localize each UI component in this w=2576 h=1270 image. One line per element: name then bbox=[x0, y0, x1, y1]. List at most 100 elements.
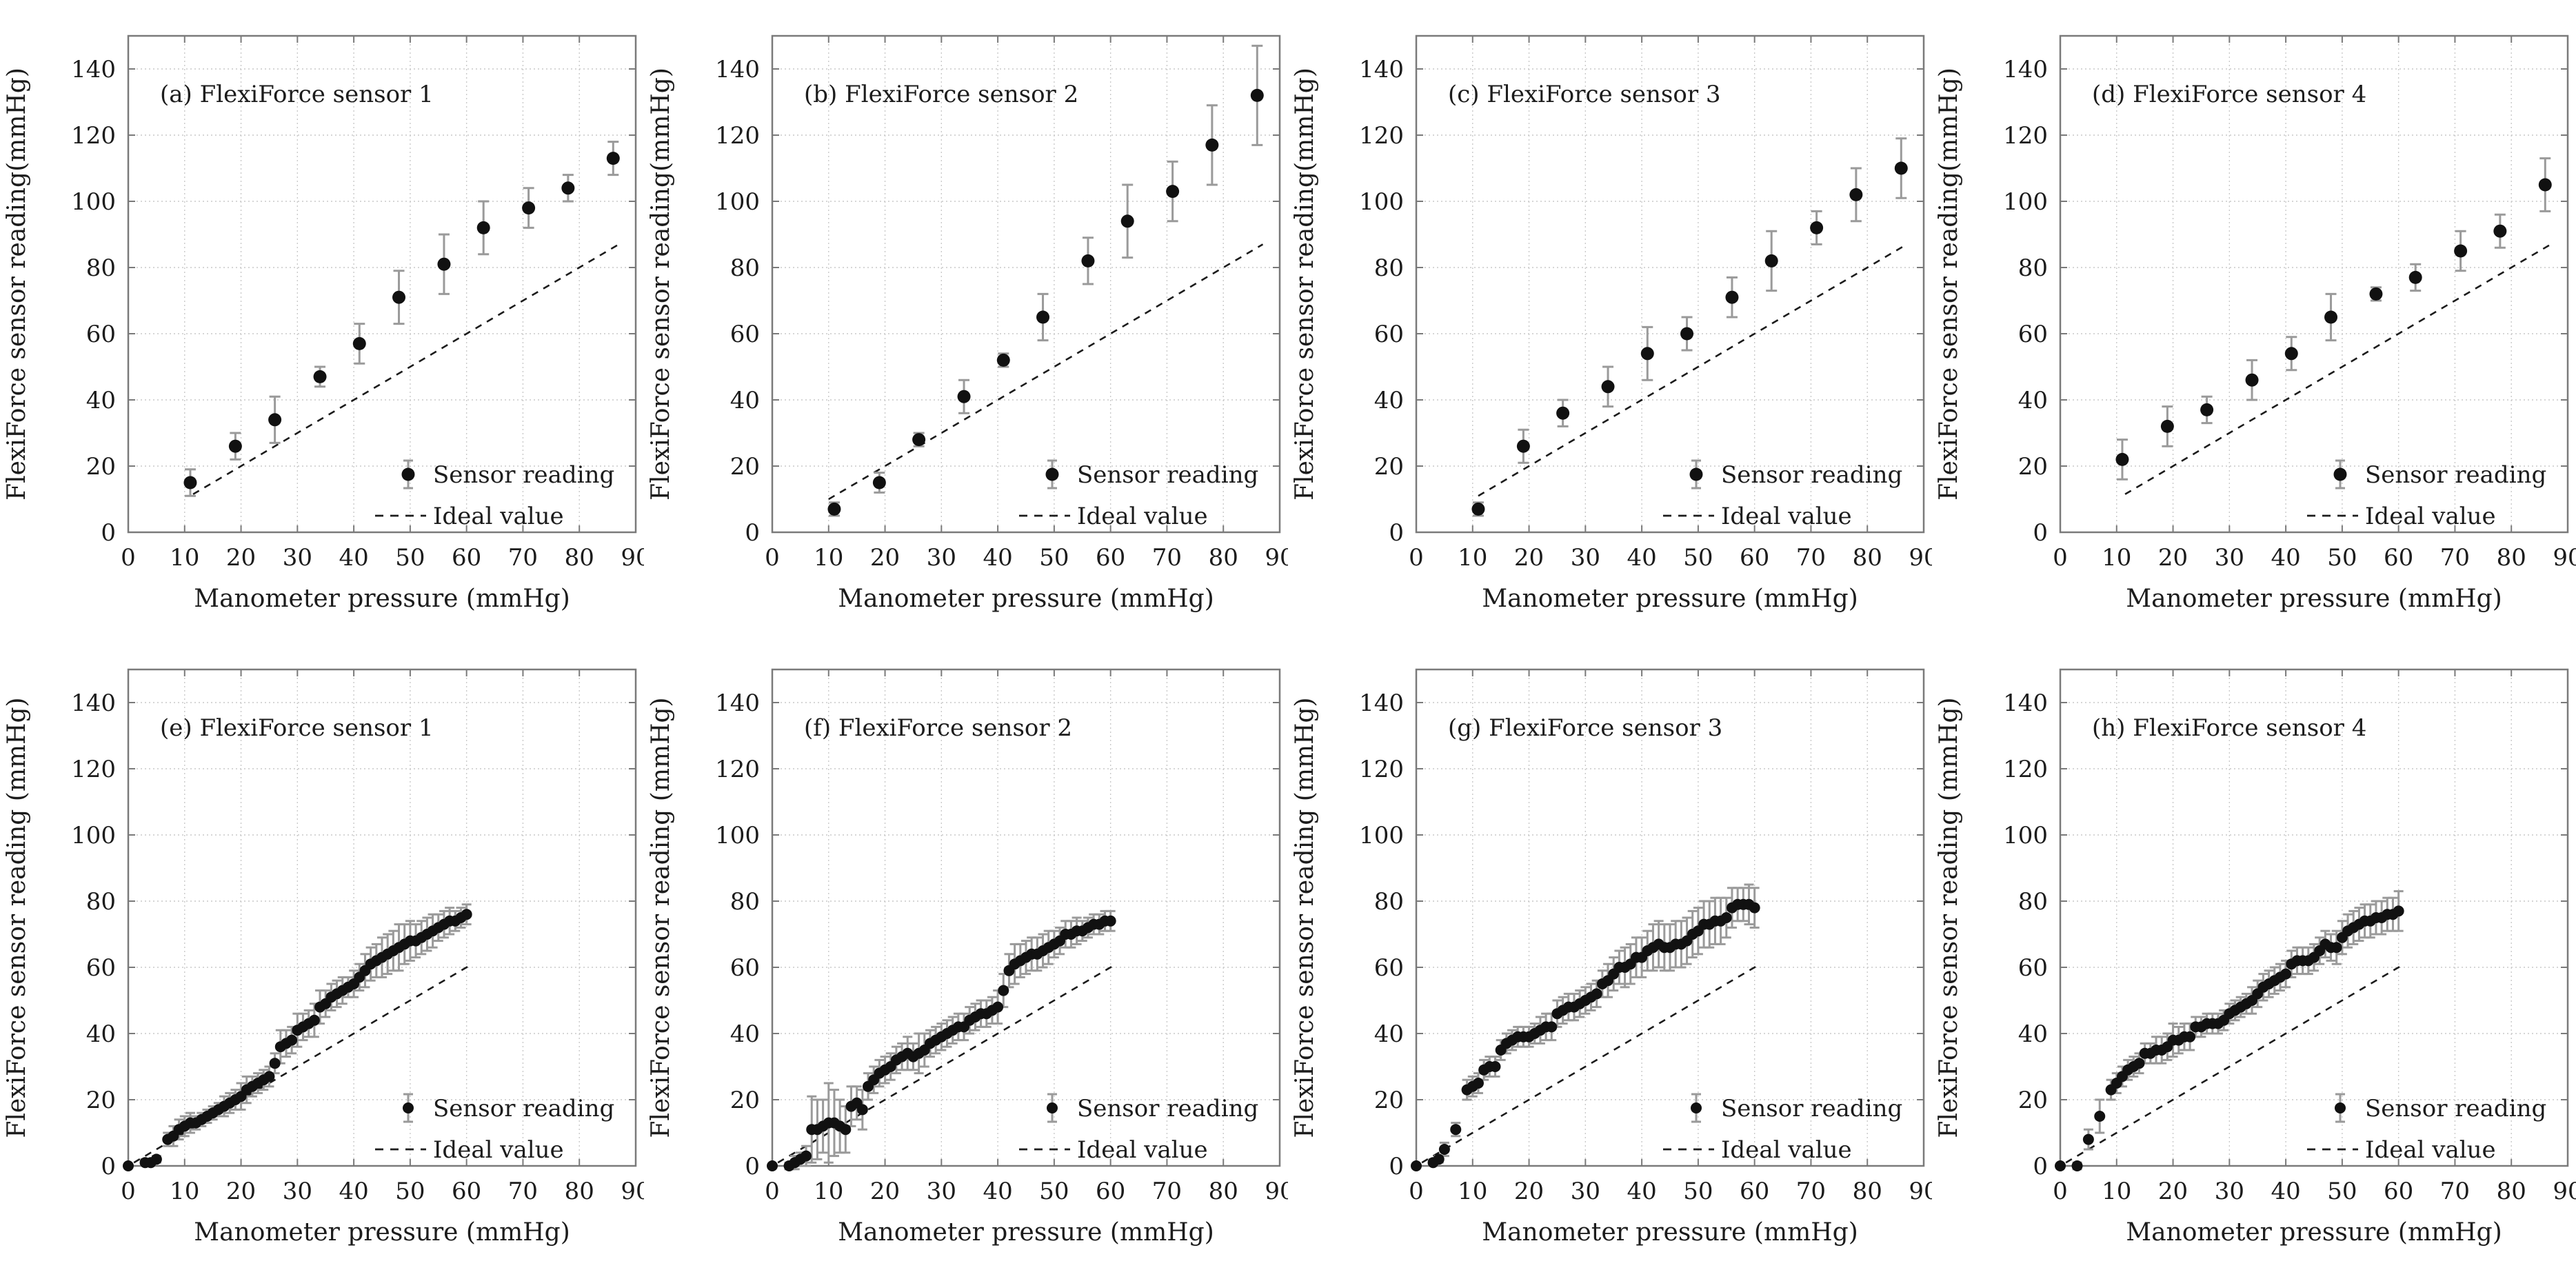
y-tick-labels: 0 20 40 60 80 100 120 140 bbox=[1359, 56, 1404, 547]
legend-ideal-label: Ideal value bbox=[2365, 1136, 2496, 1164]
tick-marks bbox=[128, 36, 636, 533]
svg-text:20: 20 bbox=[1514, 544, 1544, 572]
svg-text:140: 140 bbox=[2003, 689, 2048, 717]
x-axis-label: Manometer pressure (mmHg) bbox=[194, 1218, 570, 1247]
legend-ideal-label: Ideal value bbox=[2365, 503, 2496, 530]
svg-text:0: 0 bbox=[2033, 519, 2048, 547]
y-axis-label: FlexiForce sensor reading (mmHg) bbox=[1291, 697, 1319, 1138]
svg-text:10: 10 bbox=[814, 544, 843, 572]
legend: Sensor reading Ideal value bbox=[1019, 1093, 1258, 1164]
subplot-f: (f) FlexiForce sensor 2 0 10 20 30 40 50 60 70 80… bbox=[644, 634, 1295, 1267]
svg-text:120: 120 bbox=[2003, 122, 2048, 150]
axes-box bbox=[1415, 668, 1925, 1167]
x-tick-labels: 0 10 20 30 40 50 60 70 80 90 bbox=[765, 1178, 1294, 1205]
svg-text:40: 40 bbox=[1374, 387, 1404, 414]
tick-marks bbox=[1416, 669, 1924, 1167]
subplot-c-title: (c) FlexiForce sensor 3 bbox=[1448, 81, 1721, 108]
subplot-e: (e) FlexiForce sensor 1 0 10 20 30 40 50 60 70 80… bbox=[0, 634, 651, 1267]
x-axis-label: Manometer pressure (mmHg) bbox=[838, 585, 1214, 613]
svg-text:120: 120 bbox=[1359, 756, 1404, 783]
svg-text:20: 20 bbox=[86, 1087, 116, 1114]
legend: Sensor reading Ideal value bbox=[375, 459, 614, 530]
subplot-h-svg: (h) FlexiForce sensor 4 0 10 20 30 40 50 60 70 80… bbox=[1935, 668, 2576, 1247]
svg-text:50: 50 bbox=[1683, 1178, 1713, 1205]
error-bars bbox=[184, 141, 619, 497]
svg-text:90: 90 bbox=[621, 1178, 644, 1205]
svg-text:140: 140 bbox=[715, 689, 760, 717]
svg-text:20: 20 bbox=[2018, 1087, 2048, 1114]
axes-box bbox=[771, 668, 1281, 1167]
axes-box bbox=[127, 668, 637, 1167]
legend-sensor-marker bbox=[2335, 1102, 2346, 1113]
svg-text:20: 20 bbox=[1374, 1087, 1404, 1114]
y-axis-label: FlexiForce sensor reading (mmHg) bbox=[3, 697, 31, 1138]
svg-text:120: 120 bbox=[715, 756, 760, 783]
tick-marks bbox=[772, 36, 1280, 533]
svg-text:80: 80 bbox=[1209, 544, 1238, 572]
grid-lines bbox=[128, 36, 636, 532]
subplot-b: (b) FlexiForce sensor 2 0 10 20 30 40 50 60 70 80… bbox=[644, 0, 1295, 634]
svg-text:0: 0 bbox=[101, 1153, 116, 1180]
y-tick-labels: 0 20 40 60 80 100 120 140 bbox=[71, 689, 116, 1180]
svg-text:40: 40 bbox=[339, 1178, 368, 1205]
svg-text:80: 80 bbox=[2497, 1178, 2526, 1205]
legend-ideal-label: Ideal value bbox=[1721, 503, 1852, 530]
svg-text:60: 60 bbox=[452, 544, 481, 572]
svg-text:40: 40 bbox=[2018, 387, 2048, 414]
legend-ideal-label: Ideal value bbox=[433, 1136, 564, 1164]
ideal-value-line bbox=[1478, 243, 1908, 497]
sensor-reading-points bbox=[827, 88, 1264, 516]
sensor-reading-points bbox=[123, 909, 472, 1171]
legend-ideal-label: Ideal value bbox=[1077, 503, 1208, 530]
sensor-reading-points bbox=[767, 915, 1116, 1171]
svg-text:70: 70 bbox=[1152, 1178, 1182, 1205]
svg-text:140: 140 bbox=[1359, 689, 1404, 717]
svg-text:60: 60 bbox=[2384, 544, 2413, 572]
svg-text:120: 120 bbox=[1359, 122, 1404, 150]
sensor-reading-points bbox=[2115, 178, 2552, 466]
svg-text:60: 60 bbox=[1096, 1178, 1125, 1205]
svg-text:100: 100 bbox=[1359, 188, 1404, 216]
svg-text:140: 140 bbox=[71, 56, 116, 83]
svg-text:90: 90 bbox=[1909, 544, 1932, 572]
svg-text:80: 80 bbox=[565, 1178, 594, 1205]
svg-text:40: 40 bbox=[86, 1020, 116, 1048]
svg-text:90: 90 bbox=[1265, 544, 1288, 572]
svg-text:100: 100 bbox=[715, 188, 760, 216]
tick-marks bbox=[1416, 36, 1924, 533]
svg-text:60: 60 bbox=[730, 321, 760, 348]
svg-text:50: 50 bbox=[1683, 544, 1713, 572]
svg-text:30: 30 bbox=[283, 1178, 312, 1205]
svg-text:30: 30 bbox=[927, 544, 956, 572]
svg-text:40: 40 bbox=[339, 544, 368, 572]
svg-text:50: 50 bbox=[395, 544, 425, 572]
tick-marks bbox=[2060, 36, 2568, 533]
svg-text:20: 20 bbox=[1514, 1178, 1544, 1205]
legend-sensor-marker bbox=[1689, 467, 1703, 481]
svg-text:120: 120 bbox=[71, 122, 116, 150]
svg-text:30: 30 bbox=[2215, 544, 2244, 572]
y-tick-labels: 0 20 40 60 80 100 120 140 bbox=[715, 56, 760, 547]
svg-text:20: 20 bbox=[870, 544, 900, 572]
legend-sensor-label: Sensor reading bbox=[433, 461, 614, 489]
svg-text:0: 0 bbox=[765, 544, 780, 572]
svg-text:30: 30 bbox=[927, 1178, 956, 1205]
svg-text:20: 20 bbox=[870, 1178, 900, 1205]
legend-sensor-marker bbox=[1047, 1102, 1058, 1113]
svg-text:90: 90 bbox=[1265, 1178, 1288, 1205]
svg-text:80: 80 bbox=[730, 254, 760, 282]
svg-text:60: 60 bbox=[452, 1178, 481, 1205]
subplot-d: (d) FlexiForce sensor 4 0 10 20 30 40 50 60 70 80… bbox=[1932, 0, 2576, 634]
subplot-c-svg: (c) FlexiForce sensor 3 0 10 20 30 40 50 60 70 80… bbox=[1291, 34, 1939, 613]
svg-text:0: 0 bbox=[745, 1153, 760, 1180]
svg-text:60: 60 bbox=[86, 954, 116, 982]
svg-text:70: 70 bbox=[1796, 1178, 1826, 1205]
y-tick-labels: 0 20 40 60 80 100 120 140 bbox=[2003, 56, 2048, 547]
svg-text:100: 100 bbox=[2003, 188, 2048, 216]
legend: Sensor reading Ideal value bbox=[2307, 459, 2546, 530]
ideal-value-line bbox=[2124, 243, 2552, 495]
x-axis-label: Manometer pressure (mmHg) bbox=[838, 1218, 1214, 1247]
legend: Sensor reading Ideal value bbox=[2307, 1093, 2546, 1164]
subplot-a: (a) FlexiForce sensor 1 0 10 20 30 40 50 60 70 80… bbox=[0, 0, 651, 634]
svg-text:50: 50 bbox=[2327, 1178, 2357, 1205]
